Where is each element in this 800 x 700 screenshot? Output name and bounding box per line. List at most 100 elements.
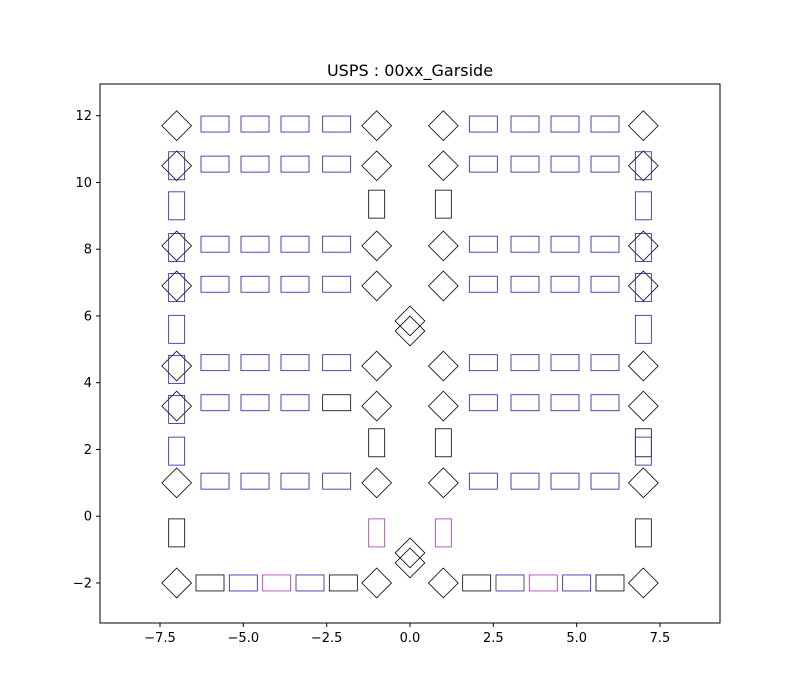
- diamond-marker: [394, 315, 426, 347]
- box-marker: [590, 394, 620, 412]
- box-marker: [322, 394, 352, 412]
- box-marker-vertical: [634, 151, 652, 181]
- box-marker: [240, 235, 270, 253]
- box-marker: [468, 354, 498, 372]
- diamond-marker: [627, 390, 659, 422]
- box-marker: [468, 235, 498, 253]
- chart-marks: [161, 110, 659, 599]
- diamond-marker: [361, 230, 393, 262]
- diamond-marker: [161, 350, 193, 382]
- box-marker: [280, 394, 310, 412]
- box-marker-vertical: [634, 518, 652, 548]
- y-tick-label: 8: [84, 243, 92, 258]
- box-marker: [550, 115, 580, 133]
- box-marker-vertical: [168, 395, 186, 424]
- box-marker: [280, 472, 310, 490]
- x-tick-label: 5.0: [566, 631, 587, 646]
- box-marker: [595, 574, 625, 592]
- diamond-marker: [427, 390, 459, 422]
- diamond-marker: [627, 350, 659, 382]
- diamond-marker: [161, 150, 193, 182]
- diamond-marker: [361, 567, 393, 599]
- box-marker: [200, 394, 230, 412]
- x-tick-label: −5.0: [228, 631, 260, 646]
- box-marker-vertical: [368, 428, 386, 458]
- box-marker: [240, 472, 270, 490]
- diamond-marker: [627, 567, 659, 599]
- box-marker: [322, 155, 352, 173]
- box-marker-vertical: [634, 191, 652, 221]
- box-marker: [280, 275, 310, 293]
- box-marker: [280, 155, 310, 173]
- box-marker-vertical: [634, 314, 652, 344]
- box-marker: [322, 472, 352, 490]
- box-marker-vertical: [168, 314, 186, 344]
- box-marker: [240, 354, 270, 372]
- box-marker: [228, 574, 258, 592]
- y-tick-label: 2: [84, 443, 92, 458]
- box-marker-vertical: [434, 428, 452, 458]
- box-marker: [510, 155, 540, 173]
- box-marker: [590, 155, 620, 173]
- box-marker: [328, 574, 358, 592]
- box-marker: [200, 275, 230, 293]
- box-marker-vertical: [168, 518, 186, 548]
- box-marker: [510, 235, 540, 253]
- box-marker: [590, 472, 620, 490]
- diamond-marker: [161, 390, 193, 422]
- diamond-marker: [394, 305, 426, 337]
- box-marker-vertical: [168, 151, 186, 181]
- box-marker: [510, 115, 540, 133]
- diamond-marker: [361, 350, 393, 382]
- y-tick-label: 10: [75, 176, 92, 191]
- box-marker-vertical: [368, 518, 386, 548]
- box-marker: [322, 235, 352, 253]
- x-axis: −7.5 −5.0 −2.5 0.0 2.5 5.0 7.5: [144, 623, 670, 646]
- box-marker: [590, 115, 620, 133]
- box-marker: [322, 354, 352, 372]
- box-marker: [468, 472, 498, 490]
- diamond-marker: [161, 567, 193, 599]
- diamond-marker: [427, 230, 459, 262]
- box-marker: [550, 354, 580, 372]
- box-marker: [550, 235, 580, 253]
- box-marker: [240, 394, 270, 412]
- box-marker: [240, 115, 270, 133]
- x-tick-label: −7.5: [144, 631, 176, 646]
- diamond-marker: [427, 467, 459, 499]
- diamond-marker: [627, 230, 659, 262]
- box-marker-vertical: [434, 518, 452, 548]
- box-marker: [295, 574, 325, 592]
- box-marker-vertical: [168, 273, 186, 302]
- diamond-marker: [427, 270, 459, 302]
- box-marker-vertical: [168, 233, 186, 262]
- y-tick-label: 4: [84, 376, 92, 391]
- box-marker-vertical: [634, 233, 652, 262]
- box-marker: [550, 394, 580, 412]
- x-tick-label: 7.5: [650, 631, 671, 646]
- x-tick-label: −2.5: [311, 631, 343, 646]
- box-marker: [240, 155, 270, 173]
- box-marker-vertical: [168, 191, 186, 221]
- box-marker: [280, 115, 310, 133]
- box-marker-vertical: [168, 436, 186, 466]
- box-marker: [590, 235, 620, 253]
- box-marker: [550, 472, 580, 490]
- y-tick-label: 6: [84, 309, 92, 324]
- x-tick-label: 2.5: [483, 631, 504, 646]
- box-marker: [200, 354, 230, 372]
- box-marker: [550, 275, 580, 293]
- diamond-marker: [627, 467, 659, 499]
- diamond-marker: [427, 350, 459, 382]
- box-marker: [590, 354, 620, 372]
- y-tick-label: 0: [84, 510, 92, 525]
- box-marker: [468, 275, 498, 293]
- box-marker: [550, 155, 580, 173]
- diamond-marker: [161, 467, 193, 499]
- box-marker-vertical: [434, 189, 452, 219]
- box-marker: [510, 275, 540, 293]
- box-marker: [495, 574, 525, 592]
- y-tick-label: −2: [73, 576, 92, 591]
- box-marker: [322, 115, 352, 133]
